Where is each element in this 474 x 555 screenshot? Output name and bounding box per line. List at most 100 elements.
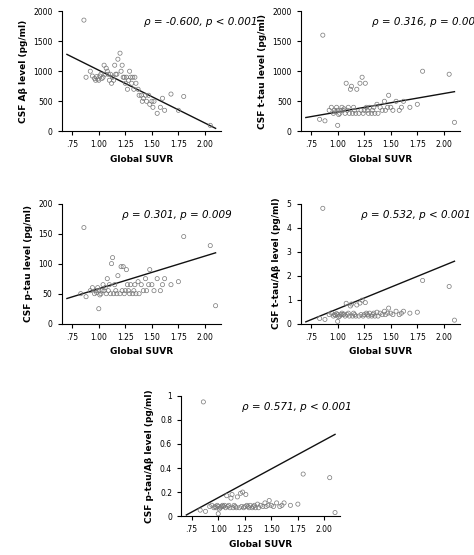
Point <box>167 280 175 289</box>
Point <box>346 109 353 118</box>
Point <box>210 503 218 512</box>
Point <box>80 16 88 24</box>
Point <box>154 109 161 118</box>
Point <box>123 265 130 274</box>
Point <box>124 280 131 289</box>
Point <box>146 100 154 109</box>
Point <box>276 502 283 511</box>
Point <box>344 106 351 115</box>
Point <box>331 106 338 115</box>
Point <box>328 309 335 317</box>
Point <box>352 311 359 320</box>
Point <box>150 286 158 295</box>
Point <box>334 310 341 319</box>
Point <box>139 94 147 103</box>
Point <box>238 502 246 511</box>
Point <box>110 76 118 85</box>
Point <box>341 109 349 118</box>
Point <box>366 103 374 112</box>
Point <box>120 289 128 298</box>
Point <box>384 103 392 112</box>
Point <box>252 503 259 512</box>
Point <box>92 286 100 295</box>
Point <box>202 507 210 516</box>
Point <box>116 49 124 58</box>
Point <box>94 74 101 83</box>
Point <box>257 501 264 509</box>
Point <box>325 310 333 319</box>
Point <box>95 286 102 295</box>
Point <box>249 502 257 511</box>
Point <box>107 70 114 79</box>
Point <box>212 503 220 512</box>
Point <box>345 309 352 317</box>
Point <box>360 310 368 319</box>
Point <box>95 76 102 85</box>
Point <box>350 309 357 317</box>
Point <box>125 286 132 295</box>
Point <box>150 97 158 105</box>
Point <box>364 310 371 319</box>
Point <box>382 310 389 319</box>
Point <box>353 301 361 310</box>
Point <box>96 72 104 80</box>
Point <box>119 262 127 271</box>
Point <box>364 106 371 115</box>
Point <box>132 79 140 88</box>
Point <box>451 118 458 127</box>
Point <box>234 492 241 501</box>
Point <box>325 106 333 115</box>
Point <box>366 309 374 317</box>
Point <box>351 310 358 319</box>
Point <box>86 67 94 75</box>
Point <box>213 501 221 509</box>
Point <box>240 503 247 512</box>
Point <box>136 289 143 298</box>
Point <box>220 502 228 511</box>
Point <box>131 73 139 82</box>
Point <box>128 79 136 88</box>
Point <box>109 73 117 82</box>
Point <box>117 262 125 271</box>
Point <box>363 103 370 112</box>
Point <box>362 298 369 307</box>
Point <box>125 76 132 85</box>
Point <box>145 280 153 289</box>
Point <box>230 501 238 509</box>
Point <box>77 289 84 298</box>
Point <box>356 299 364 307</box>
Point <box>96 290 104 299</box>
Point <box>350 103 357 112</box>
Point <box>374 109 382 118</box>
Point <box>106 280 113 289</box>
Point <box>217 503 224 512</box>
Point <box>356 79 364 88</box>
Point <box>196 506 204 514</box>
Point <box>336 109 344 118</box>
X-axis label: Global SUVR: Global SUVR <box>348 347 412 356</box>
Point <box>118 61 126 70</box>
Point <box>451 316 458 325</box>
Point <box>392 97 400 105</box>
Point <box>139 286 147 295</box>
Point <box>229 503 237 512</box>
Point <box>101 70 109 79</box>
Point <box>419 67 427 75</box>
Point <box>99 73 107 82</box>
X-axis label: Global SUVR: Global SUVR <box>109 347 173 356</box>
Point <box>80 223 88 232</box>
Point <box>98 286 106 295</box>
Point <box>145 91 153 100</box>
Point <box>100 61 108 70</box>
Point <box>337 106 345 115</box>
Point <box>395 106 403 115</box>
Point <box>406 309 414 317</box>
Point <box>123 73 130 82</box>
Y-axis label: CSF p-tau/Aβ level (pg/ml): CSF p-tau/Aβ level (pg/ml) <box>146 389 155 523</box>
Point <box>91 74 98 83</box>
Point <box>82 292 90 301</box>
Point <box>334 317 341 326</box>
Point <box>127 73 135 82</box>
Point <box>270 502 277 511</box>
Point <box>129 73 137 82</box>
